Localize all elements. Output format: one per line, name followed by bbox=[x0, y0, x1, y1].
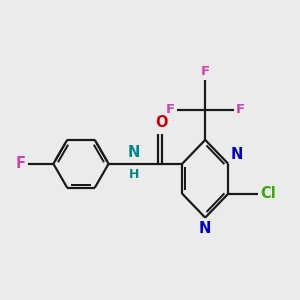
Text: Cl: Cl bbox=[260, 186, 276, 201]
Text: H: H bbox=[129, 168, 139, 182]
Text: N: N bbox=[128, 145, 140, 160]
Text: F: F bbox=[236, 103, 245, 116]
Text: N: N bbox=[230, 146, 243, 161]
Text: F: F bbox=[165, 103, 174, 116]
Text: F: F bbox=[16, 156, 26, 171]
Text: O: O bbox=[155, 115, 168, 130]
Text: N: N bbox=[199, 221, 211, 236]
Text: F: F bbox=[201, 65, 210, 78]
